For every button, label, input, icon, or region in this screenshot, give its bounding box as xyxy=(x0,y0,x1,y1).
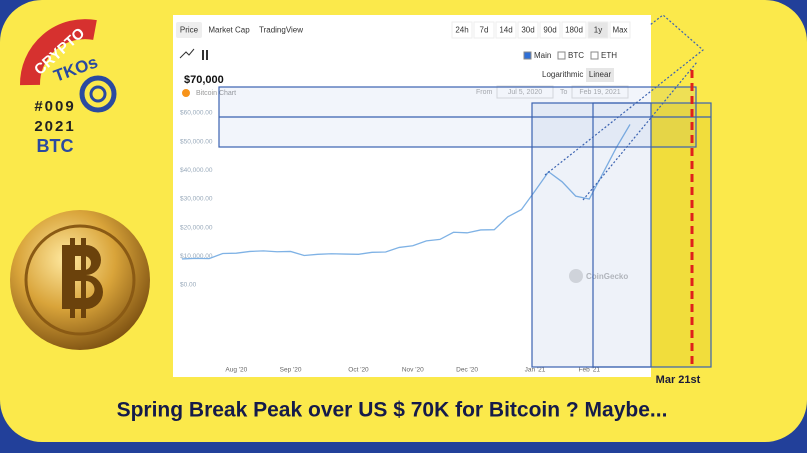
checkbox[interactable] xyxy=(557,51,566,60)
candle-icon[interactable] xyxy=(202,50,208,60)
range-button[interactable] xyxy=(539,21,561,39)
x-tick-label: Sep '20 xyxy=(280,367,302,374)
annotation-date: Mar 21st xyxy=(656,374,701,386)
tab[interactable] xyxy=(204,22,254,38)
compare-label: BTC xyxy=(568,51,584,60)
x-tick-label: Feb '21 xyxy=(579,367,601,374)
range-label: 90d xyxy=(543,26,556,35)
range-label: 7d xyxy=(480,26,489,35)
scale-label[interactable]: Linear xyxy=(589,70,612,79)
range-button[interactable] xyxy=(451,21,473,39)
checkbox[interactable] xyxy=(523,51,532,60)
y-tick-label: $50,000.00 xyxy=(180,138,213,145)
x-tick-label: Oct '20 xyxy=(348,367,369,374)
chart-panel xyxy=(173,15,651,377)
toolbar: Price Market Cap TradingView 24h 7d 14d 30d 90d… xyxy=(176,21,631,82)
compare-label: ETH xyxy=(601,51,617,60)
y-tick-label: $0.00 xyxy=(180,282,197,289)
range-button[interactable] xyxy=(517,21,539,39)
to-date: Feb 19, 2021 xyxy=(579,89,620,96)
tab-label: Market Cap xyxy=(208,26,250,35)
logo-ring xyxy=(79,75,117,113)
coin-rim xyxy=(24,224,136,336)
tab-label: Price xyxy=(180,26,199,35)
range-button[interactable] xyxy=(495,21,517,39)
time-box xyxy=(531,102,652,368)
range-label: 30d xyxy=(521,26,534,35)
compare-label: Main xyxy=(534,51,551,60)
logo-ring xyxy=(89,85,107,103)
range-label: Max xyxy=(612,26,627,35)
tab-label: TradingView xyxy=(259,26,303,35)
logo-year: 2021 xyxy=(34,118,75,135)
x-tick-label: Aug '20 xyxy=(225,367,247,374)
time-box xyxy=(592,102,712,368)
to-label: To xyxy=(560,89,568,96)
plot: $0.00 $10,000.00 $20,000.00 $30,000.00 $40,0… xyxy=(180,110,631,374)
x-tick-label: Jan '21 xyxy=(525,367,546,374)
logo-issue: #009 xyxy=(34,98,75,115)
logo-arc xyxy=(19,19,97,86)
watermark: CoinGecko xyxy=(586,272,628,281)
tab[interactable] xyxy=(176,22,202,38)
coin-symbol xyxy=(81,238,86,318)
x-tick-label: Nov '20 xyxy=(402,367,424,374)
to-input[interactable] xyxy=(571,85,629,99)
from-date: Jul 5, 2020 xyxy=(508,89,542,96)
range-button[interactable] xyxy=(561,21,587,39)
chart-name: Bitcoin Chart xyxy=(196,90,236,97)
range-button[interactable] xyxy=(587,21,609,39)
channel-line xyxy=(582,61,698,201)
channel-line xyxy=(544,14,704,176)
y-tick-label: $60,000.00 xyxy=(180,110,213,117)
annotations xyxy=(218,14,712,368)
from-label: From xyxy=(476,89,493,96)
logo: CRYPTO TKOs #009 2021 BTC xyxy=(19,19,117,156)
range-label: 180d xyxy=(565,26,583,35)
watermark-icon xyxy=(569,269,583,283)
checkbox[interactable] xyxy=(590,51,599,60)
coin-symbol xyxy=(70,238,75,318)
range-label: 14d xyxy=(499,26,512,35)
price-line xyxy=(181,124,631,260)
range-label: 1y xyxy=(594,26,602,35)
price-label: $70,000 xyxy=(184,74,224,86)
y-tick-label: $20,000.00 xyxy=(180,224,213,231)
scale-label[interactable]: Logarithmic xyxy=(542,70,583,79)
range-button[interactable] xyxy=(473,21,495,39)
range-label: 24h xyxy=(455,26,468,35)
tab[interactable] xyxy=(256,22,306,38)
y-tick-label: $40,000.00 xyxy=(180,167,213,174)
y-tick-label: $30,000.00 xyxy=(180,196,213,203)
range-button[interactable] xyxy=(609,21,631,39)
from-input[interactable] xyxy=(496,85,554,99)
logo-coin: BTC xyxy=(37,136,74,156)
headline: Spring Break Peak over US $ 70K for Bitc… xyxy=(117,399,668,422)
bitcoin-coin xyxy=(10,210,150,350)
x-tick-label: Dec '20 xyxy=(456,367,478,374)
y-tick-label: $10,000.00 xyxy=(180,253,213,260)
line-icon[interactable] xyxy=(179,48,195,59)
scale-active[interactable] xyxy=(586,68,614,82)
btc-icon xyxy=(182,89,190,97)
